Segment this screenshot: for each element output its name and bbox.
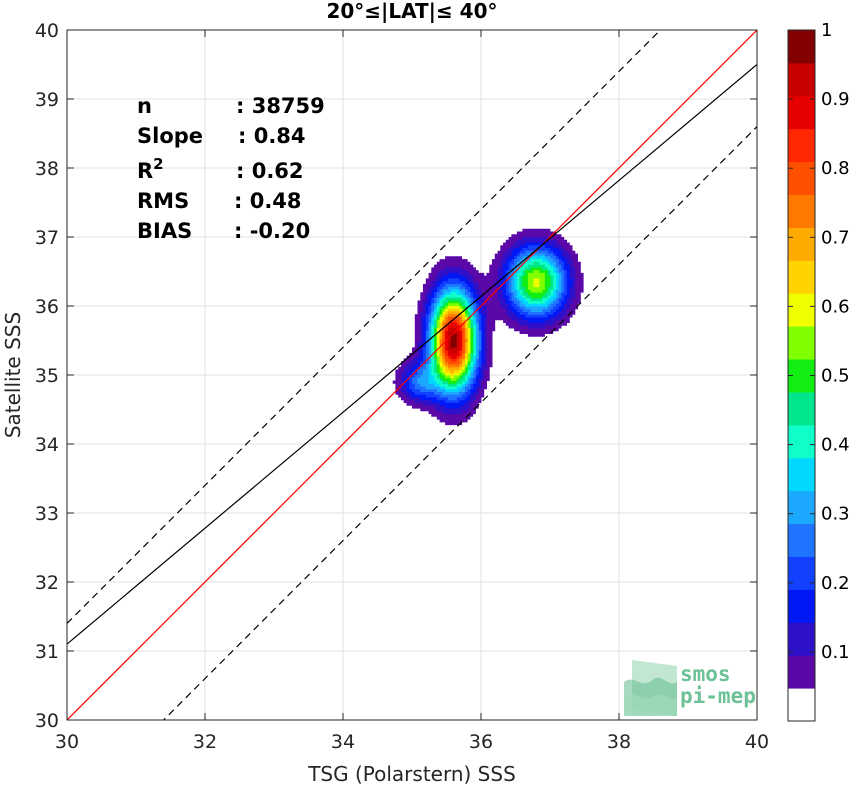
lower-bound-line bbox=[162, 126, 757, 720]
colorbar-tick-label: 0.2 bbox=[821, 573, 850, 594]
stat-label: RMS bbox=[137, 189, 189, 213]
colorbar-segment bbox=[788, 227, 815, 261]
colorbar-tick-label: 0.3 bbox=[821, 504, 850, 525]
x-tick-label: 34 bbox=[331, 731, 355, 753]
y-tick-label: 33 bbox=[35, 503, 59, 525]
stat-value: : 0.48 bbox=[234, 189, 302, 213]
colorbar-tick-label: 0.5 bbox=[821, 366, 850, 387]
grid bbox=[66, 29, 758, 721]
stat-label-superscript: 2 bbox=[153, 155, 163, 173]
colorbar-segment bbox=[788, 655, 815, 689]
colorbar-segment bbox=[788, 194, 815, 228]
colorbar-segment bbox=[788, 391, 815, 426]
x-tick-label: 30 bbox=[55, 731, 79, 753]
colorbar-segment bbox=[788, 128, 815, 163]
colorbar-tick-label: 1 bbox=[821, 20, 832, 41]
colorbar-tick-label: 0.1 bbox=[821, 642, 850, 663]
y-tick-label: 38 bbox=[35, 158, 59, 180]
colorbar-tick-label: 0.8 bbox=[821, 158, 850, 179]
x-tick-label: 32 bbox=[193, 731, 217, 753]
colorbar-segment bbox=[788, 457, 815, 492]
colorbar-tick-label: 0.7 bbox=[821, 227, 850, 248]
stat-value: : -0.20 bbox=[234, 219, 310, 243]
colorbar-segment bbox=[788, 62, 815, 97]
y-tick-label: 40 bbox=[35, 20, 59, 42]
y-axis-label: Satellite SSS bbox=[1, 312, 25, 438]
stat-label: BIAS bbox=[137, 219, 192, 243]
reference-lines bbox=[67, 30, 757, 720]
stat-label: Slope bbox=[137, 124, 203, 148]
colorbar-segment bbox=[788, 326, 815, 360]
colorbar-segment bbox=[788, 589, 815, 623]
y-tick-label: 32 bbox=[35, 572, 59, 594]
x-tick-labels: 30 32 34 36 38 40 bbox=[55, 731, 769, 753]
stat-value: : 0.84 bbox=[238, 124, 306, 148]
chart-title: 20°≤|LAT|≤ 40° bbox=[326, 0, 497, 23]
colorbar-segment bbox=[788, 688, 815, 722]
colorbar-segment bbox=[788, 556, 815, 590]
colorbar-segment bbox=[788, 260, 815, 294]
y-tick-label: 39 bbox=[35, 89, 59, 111]
colorbar-tick-label: 0.9 bbox=[821, 89, 850, 110]
colorbar-segment bbox=[788, 622, 815, 656]
colorbar-segment bbox=[788, 523, 815, 557]
density-contours bbox=[392, 228, 584, 426]
stat-label: n bbox=[137, 94, 152, 118]
colorbar-segment bbox=[788, 424, 815, 459]
colorbar-segment bbox=[788, 490, 815, 525]
logo-line1: smos bbox=[680, 662, 731, 686]
contour-level bbox=[450, 333, 457, 348]
fit-line bbox=[67, 64, 757, 645]
upper-bound-line bbox=[67, 30, 662, 624]
one-to-one-line bbox=[67, 30, 757, 720]
colorbar-tick-label: 0.4 bbox=[821, 435, 850, 456]
stat-value: : 0.62 bbox=[236, 159, 304, 183]
colorbar-tick-label: 0.6 bbox=[821, 296, 850, 317]
x-tick-label: 36 bbox=[469, 731, 493, 753]
y-tick-label: 36 bbox=[35, 296, 59, 318]
y-tick-label: 34 bbox=[35, 434, 59, 456]
y-tick-label: 37 bbox=[35, 227, 59, 249]
colorbar-segment bbox=[788, 161, 815, 196]
colorbar-labels: 0.1 0.2 0.3 0.4 0.5 0.6 0.7 0.8 0.9 1 bbox=[788, 20, 850, 663]
colorbar-segment bbox=[788, 95, 815, 130]
y-tick-label: 31 bbox=[35, 641, 59, 663]
colorbar-segment bbox=[788, 293, 815, 327]
y-tick-label: 35 bbox=[35, 365, 59, 387]
logo-line2: pi-mep bbox=[680, 684, 756, 708]
colorbar bbox=[787, 29, 816, 722]
colorbar-segment bbox=[788, 30, 815, 64]
logo: smos pi-mep bbox=[624, 660, 756, 716]
x-tick-label: 40 bbox=[745, 731, 769, 753]
y-tick-label: 30 bbox=[35, 710, 59, 732]
x-tick-label: 38 bbox=[607, 731, 631, 753]
y-tick-labels: 30 31 32 33 34 35 36 37 38 39 40 bbox=[35, 20, 59, 732]
x-axis-label: TSG (Polarstern) SSS bbox=[307, 762, 516, 786]
axis-ticks bbox=[66, 29, 758, 721]
stat-value: : 38759 bbox=[236, 94, 325, 118]
